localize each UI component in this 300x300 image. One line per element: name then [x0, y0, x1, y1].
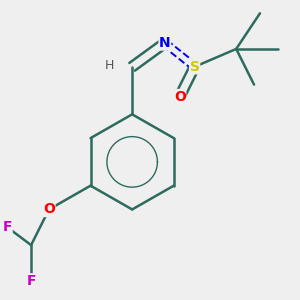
Text: O: O: [43, 202, 55, 216]
Text: F: F: [26, 274, 36, 288]
Text: N: N: [159, 36, 171, 50]
Text: O: O: [174, 89, 186, 103]
Text: H: H: [105, 59, 115, 72]
Text: S: S: [190, 60, 200, 74]
Text: F: F: [3, 220, 12, 234]
